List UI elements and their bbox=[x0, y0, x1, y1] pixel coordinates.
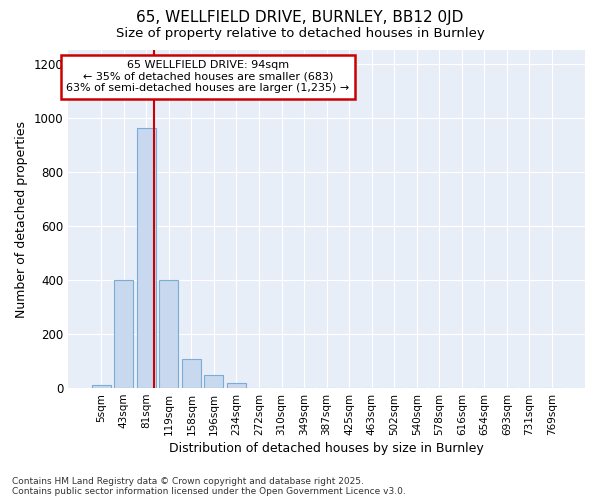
Bar bbox=[205, 374, 223, 388]
Text: 65, WELLFIELD DRIVE, BURNLEY, BB12 0JD: 65, WELLFIELD DRIVE, BURNLEY, BB12 0JD bbox=[136, 10, 464, 25]
Bar bbox=[92, 386, 111, 388]
Y-axis label: Number of detached properties: Number of detached properties bbox=[15, 120, 28, 318]
Bar bbox=[227, 383, 246, 388]
Bar bbox=[137, 128, 156, 388]
Bar bbox=[114, 280, 133, 388]
Bar bbox=[182, 359, 201, 388]
X-axis label: Distribution of detached houses by size in Burnley: Distribution of detached houses by size … bbox=[169, 442, 484, 455]
Text: Size of property relative to detached houses in Burnley: Size of property relative to detached ho… bbox=[116, 28, 484, 40]
Bar bbox=[159, 280, 178, 388]
Text: 65 WELLFIELD DRIVE: 94sqm
← 35% of detached houses are smaller (683)
63% of semi: 65 WELLFIELD DRIVE: 94sqm ← 35% of detac… bbox=[66, 60, 349, 94]
Text: Contains public sector information licensed under the Open Government Licence v3: Contains public sector information licen… bbox=[12, 487, 406, 496]
Text: Contains HM Land Registry data © Crown copyright and database right 2025.: Contains HM Land Registry data © Crown c… bbox=[12, 477, 364, 486]
